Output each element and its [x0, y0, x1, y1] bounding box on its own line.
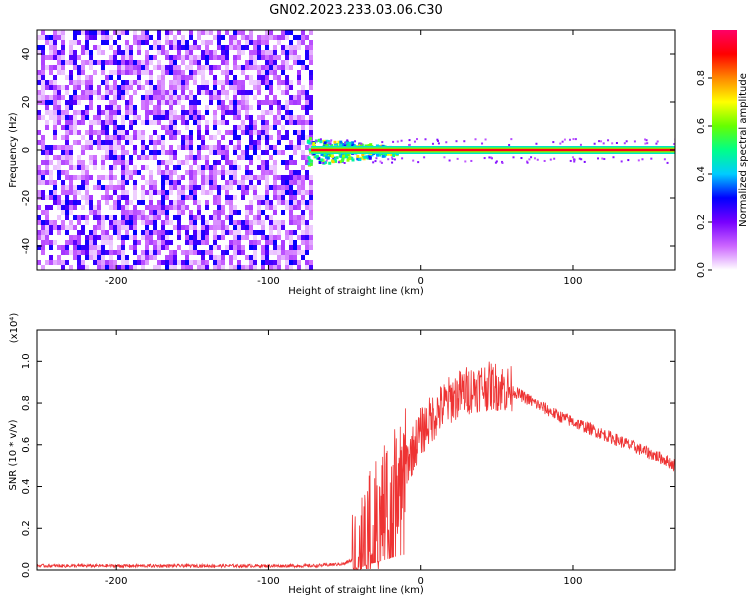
- snr-panel: -200 -100 0 100 0.0 0.2 0.4 0.6 0.8 1.0 Height of…: [8, 313, 676, 596]
- spectrogram-y-tick-label: 40: [21, 48, 32, 61]
- snr-x-tick-label: 0: [418, 576, 424, 587]
- figure-title: GN02.2023.233.03.06.C30: [269, 3, 443, 18]
- spectrogram-y-tick-label: -40: [21, 238, 32, 254]
- snr-y-label: SNR (10 * v/v): [8, 419, 19, 490]
- spectrogram-x-label: Height of straight line (km): [288, 286, 424, 297]
- colorbar-tick-label: 0.0: [696, 262, 707, 278]
- snr-x-tick-label: -100: [257, 576, 280, 587]
- snr-y-tick-label: 0.8: [21, 395, 32, 411]
- snr-y-tick-label: 0.2: [21, 520, 32, 536]
- spectrogram-x-tick-label: 100: [563, 276, 582, 287]
- snr-x-tick-label: 100: [563, 576, 582, 587]
- snr-y-scale: (x10⁴): [9, 313, 20, 344]
- colorbar: 0.0 0.2 0.4 0.6 0.8 Normalized spectral ampl…: [696, 30, 749, 278]
- colorbar-gradient: [712, 30, 737, 270]
- snr-x-label: Height of straight line (km): [288, 585, 424, 596]
- colorbar-tick-label: 0.8: [696, 70, 707, 86]
- snr-y-tick-label: 0.0: [21, 562, 32, 578]
- spectrogram-y-tick-label: 0: [21, 147, 32, 153]
- colorbar-label: Normalized spectral amplitude: [738, 73, 749, 227]
- snr-frame: [36, 329, 676, 571]
- snr-y-tick-label: 1.0: [21, 353, 32, 369]
- spectrogram-y-tick-label: -20: [21, 190, 32, 206]
- colorbar-tick-label: 0.2: [696, 214, 707, 230]
- colorbar-tick-label: 0.4: [696, 166, 707, 182]
- colorbar-tick-label: 0.6: [696, 118, 707, 134]
- spectrogram-x-tick-label: -100: [257, 276, 280, 287]
- snr-y-tick-label: 0.4: [21, 479, 32, 495]
- spectrogram-y-label: Frequency (Hz): [8, 112, 19, 188]
- snr-series-line: [37, 361, 675, 570]
- spectrogram-y-tick-label: 20: [21, 96, 32, 109]
- snr-x-tick-label: -200: [105, 576, 128, 587]
- spectrogram-x-tick-label: -200: [105, 276, 128, 287]
- spectrogram-heatmap: [37, 30, 675, 270]
- spectrogram-x-tick-label: 0: [418, 276, 424, 287]
- snr-y-tick-label: 0.6: [21, 437, 32, 453]
- snr-ticks: -200 -100 0 100 0.0 0.2 0.4 0.6 0.8 1.0: [21, 330, 675, 587]
- colorbar-ticks: 0.0 0.2 0.4 0.6 0.8: [696, 70, 712, 278]
